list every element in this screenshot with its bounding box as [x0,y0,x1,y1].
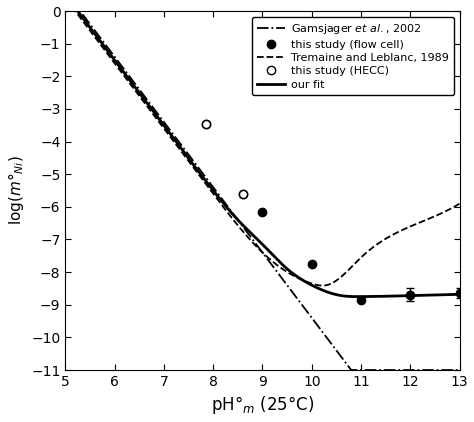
Gamsjager $et\ al.$, 2002 [236,219,242,224]
Y-axis label: log($m°_{Ni}$): log($m°_{Ni}$) [6,156,26,225]
Tremaine and Leblanc, 1989 [222,206,228,211]
our fit [370,294,376,299]
Line: Gamsjager $et\ al.$, 2002: Gamsjager $et\ al.$, 2002 [65,0,460,370]
Tremaine and Leblanc, 1989 [236,224,242,229]
our fit [236,219,242,224]
this study (flow cell) [309,262,315,267]
Legend: Gamsjager $et\ al.$, 2002, this study (flow cell), Tremaine and Leblanc, 1989, t: Gamsjager $et\ al.$, 2002, this study (f… [252,16,454,95]
Tremaine and Leblanc, 1989 [457,201,463,206]
Tremaine and Leblanc, 1989 [334,278,339,283]
Gamsjager $et\ al.$, 2002 [333,347,339,352]
Gamsjager $et\ al.$, 2002 [222,200,228,205]
this study (flow cell) [260,209,265,214]
Gamsjager $et\ al.$, 2002 [457,368,463,373]
this study (HECC) [203,121,209,126]
Tremaine and Leblanc, 1989 [377,240,383,245]
Line: this study (HECC): this study (HECC) [201,119,247,198]
our fit [333,292,339,297]
Tremaine and Leblanc, 1989 [320,283,326,288]
our fit [457,292,463,297]
this study (flow cell) [358,298,364,303]
Line: Tremaine and Leblanc, 1989: Tremaine and Leblanc, 1989 [65,0,460,286]
Gamsjager $et\ al.$, 2002 [349,368,355,373]
this study (HECC) [240,191,246,196]
Tremaine and Leblanc, 1989 [370,245,376,250]
our fit [355,294,360,299]
Gamsjager $et\ al.$, 2002 [370,368,376,373]
Line: our fit: our fit [65,0,460,297]
Gamsjager $et\ al.$, 2002 [377,368,383,373]
Gamsjager $et\ al.$, 2002 [103,42,109,47]
our fit [377,294,383,299]
Line: this study (flow cell): this study (flow cell) [258,208,464,304]
our fit [103,46,109,51]
our fit [222,203,228,208]
X-axis label: pH°$_m$ (25°C): pH°$_m$ (25°C) [211,395,314,417]
this study (flow cell) [457,291,463,296]
this study (flow cell) [408,292,413,298]
Tremaine and Leblanc, 1989 [103,49,109,54]
